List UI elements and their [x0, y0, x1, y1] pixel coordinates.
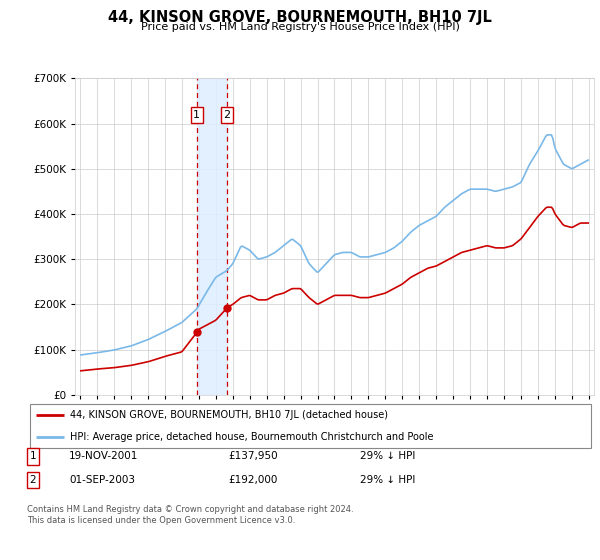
Text: 2: 2 [223, 110, 230, 120]
Text: £137,950: £137,950 [228, 451, 278, 461]
Bar [197, 78, 227, 395]
Text: 44, KINSON GROVE, BOURNEMOUTH, BH10 7JL: 44, KINSON GROVE, BOURNEMOUTH, BH10 7JL [108, 10, 492, 25]
Text: 1: 1 [193, 110, 200, 120]
Text: 01-SEP-2003: 01-SEP-2003 [69, 475, 135, 485]
Text: 2: 2 [29, 475, 37, 485]
Text: Contains HM Land Registry data © Crown copyright and database right 2024.
This d: Contains HM Land Registry data © Crown c… [27, 505, 353, 525]
Text: 1: 1 [29, 451, 37, 461]
FancyBboxPatch shape [30, 404, 591, 448]
Text: 29% ↓ HPI: 29% ↓ HPI [360, 451, 415, 461]
Text: Price paid vs. HM Land Registry's House Price Index (HPI): Price paid vs. HM Land Registry's House … [140, 22, 460, 32]
Text: 44, KINSON GROVE, BOURNEMOUTH, BH10 7JL (detached house): 44, KINSON GROVE, BOURNEMOUTH, BH10 7JL … [70, 410, 388, 420]
Text: 19-NOV-2001: 19-NOV-2001 [69, 451, 139, 461]
Text: 29% ↓ HPI: 29% ↓ HPI [360, 475, 415, 485]
Text: HPI: Average price, detached house, Bournemouth Christchurch and Poole: HPI: Average price, detached house, Bour… [70, 432, 433, 442]
Text: £192,000: £192,000 [228, 475, 277, 485]
